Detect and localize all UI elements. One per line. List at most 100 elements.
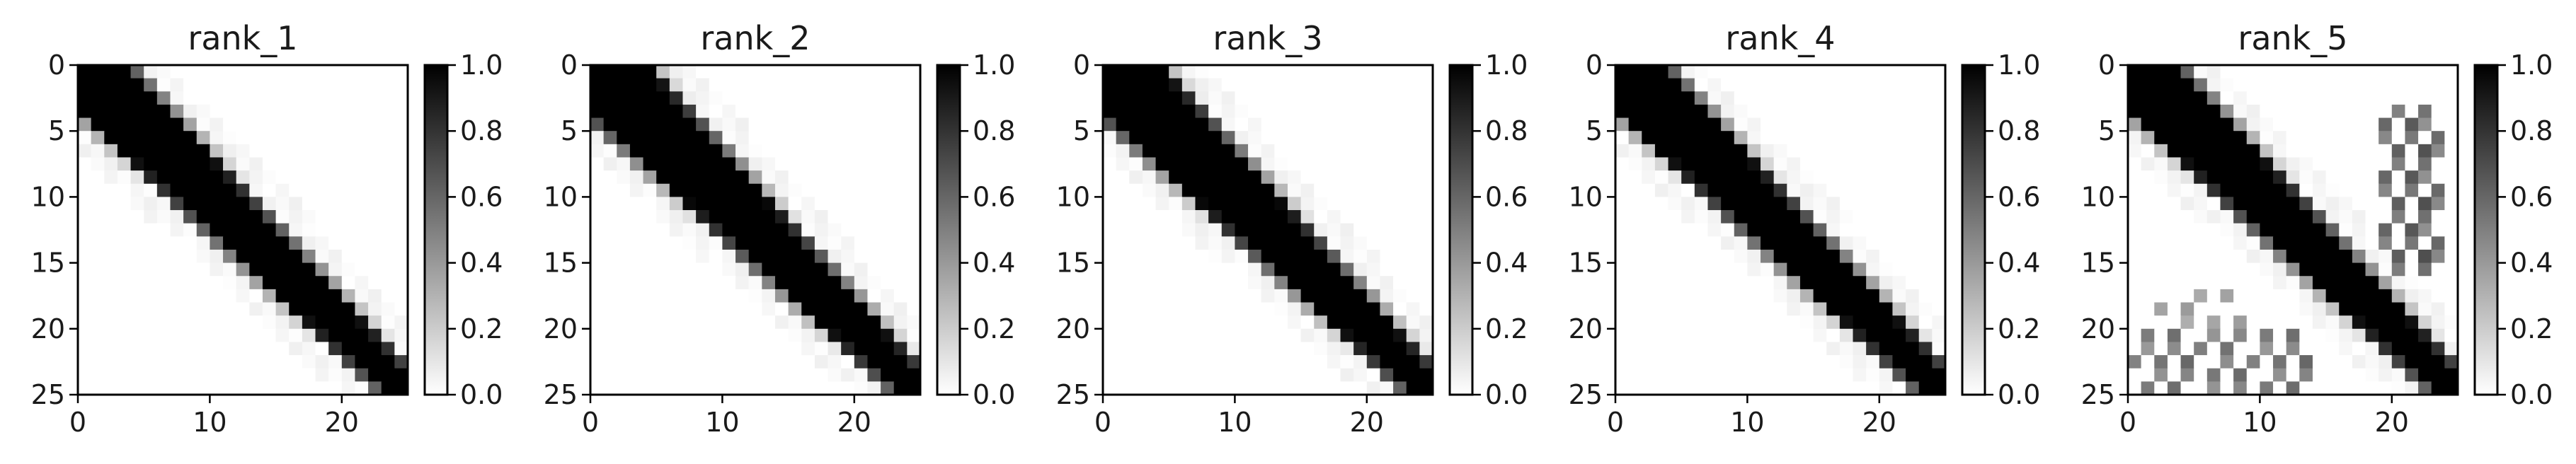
heatmap-cell <box>1747 131 1761 145</box>
heatmap-cell <box>2325 315 2340 330</box>
heatmap-cell <box>328 342 343 356</box>
heatmap-cell <box>2141 210 2155 224</box>
heatmap-cell <box>2220 144 2234 158</box>
heatmap-cell <box>1300 78 1315 92</box>
heatmap-cell <box>2194 381 2208 395</box>
heatmap-cell <box>2365 355 2379 369</box>
heatmap-cell <box>1261 368 1275 382</box>
heatmap-cell <box>1419 236 1433 250</box>
heatmap-cell <box>104 223 118 237</box>
heatmap-cell <box>1826 381 1841 395</box>
heatmap-cell <box>2325 368 2340 382</box>
heatmap-cell <box>1694 183 1709 197</box>
heatmap-cell <box>774 170 789 185</box>
heatmap-cell <box>1340 262 1354 277</box>
heatmap-cell <box>854 131 869 145</box>
heatmap-cell <box>696 342 710 356</box>
heatmap-cell <box>1879 302 1894 316</box>
heatmap-cell <box>617 91 631 105</box>
heatmap-cell <box>709 328 723 343</box>
heatmap-cell <box>1906 104 1920 119</box>
heatmap-cell <box>2167 262 2182 277</box>
heatmap-cell <box>1879 223 1894 237</box>
heatmap-cell <box>1707 368 1722 382</box>
heatmap-cell <box>656 249 670 264</box>
heatmap-cell <box>394 65 408 79</box>
heatmap-cell <box>1668 368 1682 382</box>
heatmap-cell <box>2286 104 2300 119</box>
heatmap-cell <box>1353 302 1368 316</box>
heatmap-cell <box>104 78 118 92</box>
heatmap-cell <box>1866 368 1880 382</box>
heatmap-cell <box>881 117 895 132</box>
heatmap-cell <box>643 65 657 79</box>
heatmap-cell <box>1380 289 1394 303</box>
heatmap-cell <box>104 381 118 395</box>
heatmap-cell <box>1419 328 1433 343</box>
heatmap-cell <box>1366 197 1381 211</box>
heatmap-cell <box>183 289 198 303</box>
heatmap-cell <box>762 223 776 237</box>
heatmap-cell <box>2352 236 2366 250</box>
heatmap-cell <box>1694 342 1709 356</box>
heatmap-cell <box>91 210 105 224</box>
heatmap-cell <box>1248 302 1262 316</box>
heatmap-cell <box>1221 355 1235 369</box>
heatmap-cell <box>1853 131 1867 145</box>
heatmap-cell <box>262 144 277 158</box>
heatmap-cell <box>262 368 277 382</box>
heatmap-cell <box>1208 355 1223 369</box>
colorbar-tick-label: 0.8 <box>1485 115 1528 146</box>
heatmap-cell <box>1340 223 1354 237</box>
heatmap-cell <box>1707 78 1722 92</box>
heatmap-cell <box>2246 65 2260 79</box>
heatmap-cell <box>2273 104 2287 119</box>
heatmap-cell <box>1932 262 1946 277</box>
heatmap-cell <box>104 91 118 105</box>
heatmap-cell <box>2391 368 2406 382</box>
heatmap-cell <box>1813 276 1827 290</box>
heatmap-cell <box>2167 78 2182 92</box>
heatmap-cell <box>2233 183 2248 197</box>
heatmap-cell <box>1747 381 1761 395</box>
heatmap-cell <box>1419 368 1433 382</box>
heatmap-cell <box>1628 183 1642 197</box>
heatmap-cell <box>867 223 881 237</box>
heatmap-cell <box>2325 381 2340 395</box>
heatmap-cell <box>289 131 303 145</box>
heatmap-cell <box>78 104 92 119</box>
heatmap-cell <box>1747 342 1761 356</box>
heatmap-cell <box>1314 249 1328 264</box>
heatmap-cell <box>1654 276 1669 290</box>
heatmap-cell <box>1747 183 1761 197</box>
heatmap-cell <box>643 210 657 224</box>
heatmap-cell <box>1366 65 1381 79</box>
heatmap-cell <box>1826 342 1841 356</box>
heatmap-cell <box>669 315 684 330</box>
heatmap-cell <box>854 104 869 119</box>
heatmap-cell <box>590 315 605 330</box>
heatmap-cell <box>867 144 881 158</box>
heatmap-cell <box>1853 144 1867 158</box>
heatmap-cell <box>629 289 644 303</box>
heatmap-cell <box>2418 289 2432 303</box>
heatmap-cell <box>78 210 92 224</box>
heatmap-cell <box>1839 236 1854 250</box>
heatmap-cell <box>1918 276 1933 290</box>
heatmap-cell <box>2273 355 2287 369</box>
heatmap-cell <box>1761 276 1775 290</box>
heatmap-cell <box>854 328 869 343</box>
heatmap-cell <box>867 131 881 145</box>
heatmap-cell <box>1761 355 1775 369</box>
heatmap-cell <box>801 381 815 395</box>
heatmap-cell <box>1813 78 1827 92</box>
heatmap-cell <box>2431 262 2445 277</box>
y-tick-label: 15 <box>31 248 65 279</box>
y-tick-label: 20 <box>2081 313 2115 344</box>
heatmap-cell <box>774 381 789 395</box>
heatmap-cell <box>629 144 644 158</box>
heatmap-cell <box>249 157 263 171</box>
heatmap-cell <box>289 78 303 92</box>
heatmap-cell <box>1129 249 1143 264</box>
heatmap-cell <box>183 144 198 158</box>
